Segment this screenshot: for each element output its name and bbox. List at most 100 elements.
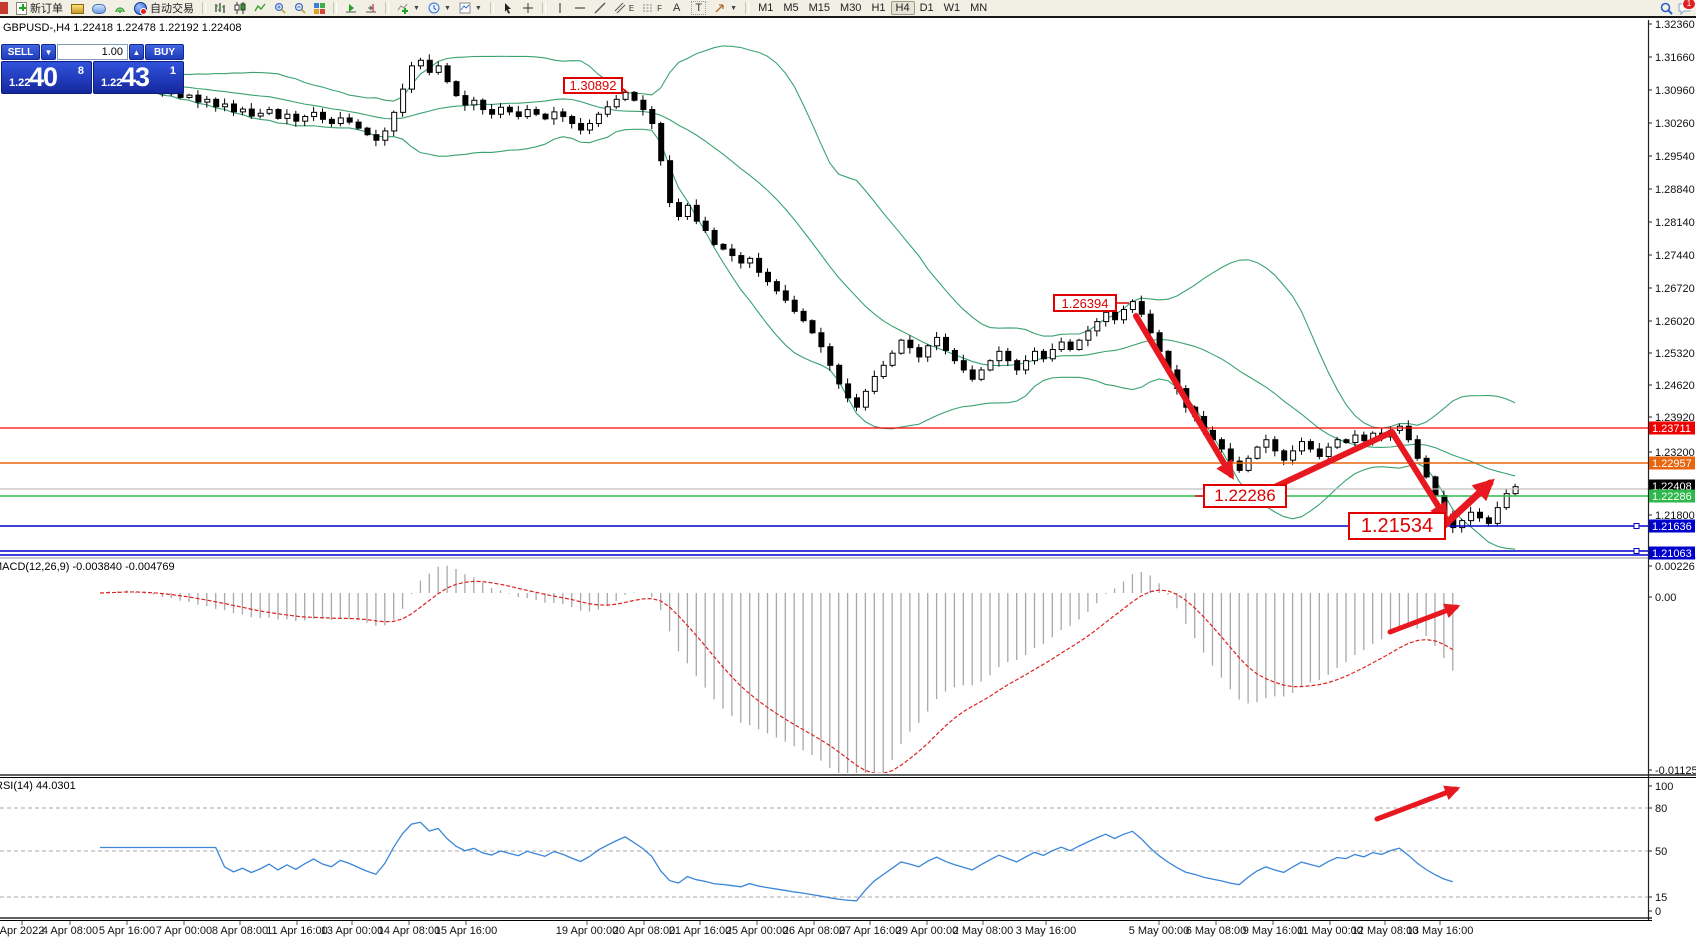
timeframe-mn[interactable]: MN bbox=[970, 2, 988, 14]
indicators-button[interactable]: ▼ bbox=[393, 1, 424, 16]
timeframe-w1[interactable]: W1 bbox=[943, 2, 961, 14]
timeframe-h4[interactable]: H4 bbox=[890, 1, 915, 15]
notifications-button[interactable]: 1 bbox=[1678, 0, 1696, 16]
svg-text:13 Apr 00:00: 13 Apr 00:00 bbox=[321, 925, 383, 937]
macd-header: MACD(12,26,9) -0.003840 -0.004769 bbox=[0, 561, 175, 573]
svg-text:100: 100 bbox=[1655, 781, 1673, 793]
cursor-icon bbox=[502, 2, 514, 14]
svg-text:1.26720: 1.26720 bbox=[1655, 283, 1695, 295]
cloud-icon bbox=[92, 4, 106, 14]
fibonacci-icon bbox=[642, 2, 654, 14]
price-annotation: 1.26394 bbox=[1053, 294, 1117, 312]
svg-text:1.23920: 1.23920 bbox=[1655, 412, 1695, 424]
line-chart-button[interactable] bbox=[250, 1, 270, 16]
svg-text:20 Apr 08:00: 20 Apr 08:00 bbox=[613, 925, 675, 937]
horizontal-line-icon bbox=[574, 2, 586, 14]
chart-ohlc-header: GBPUSD-,H4 1.22418 1.22478 1.22192 1.224… bbox=[3, 22, 242, 34]
market-depth-button[interactable] bbox=[67, 1, 88, 16]
svg-text:1.30260: 1.30260 bbox=[1655, 118, 1695, 130]
timeframe-m5[interactable]: M5 bbox=[783, 2, 799, 14]
svg-text:1.22286: 1.22286 bbox=[1652, 491, 1692, 503]
svg-text:11 Apr 16:00: 11 Apr 16:00 bbox=[266, 925, 328, 937]
timeframe-m1[interactable]: M1 bbox=[758, 2, 774, 14]
buy-price-panel[interactable]: 1.22 43 1 bbox=[93, 61, 184, 94]
svg-text:19 Apr 00:00: 19 Apr 00:00 bbox=[556, 925, 618, 937]
svg-text:1.22957: 1.22957 bbox=[1652, 458, 1692, 470]
text-tool[interactable]: A bbox=[673, 2, 681, 14]
price-annotation: 1.22286 bbox=[1203, 484, 1287, 508]
new-order-icon bbox=[16, 1, 27, 15]
horizontal-line-tool[interactable] bbox=[570, 1, 590, 16]
svg-text:5 May 00:00: 5 May 00:00 bbox=[1129, 925, 1190, 937]
signals-button[interactable] bbox=[110, 1, 130, 16]
timeframe-h1[interactable]: H1 bbox=[871, 2, 886, 14]
autoscroll-icon bbox=[345, 2, 357, 14]
search-icon[interactable] bbox=[1660, 2, 1673, 15]
buy-price-big: 43 bbox=[121, 62, 150, 92]
timeframe-d1[interactable]: D1 bbox=[919, 2, 934, 14]
zoom-out-button[interactable] bbox=[290, 1, 310, 16]
buy-button[interactable]: BUY bbox=[145, 44, 184, 60]
svg-text:11 May 00:00: 11 May 00:00 bbox=[1297, 925, 1363, 937]
svg-text:-0.011252: -0.011252 bbox=[1655, 765, 1696, 777]
volume-down-button[interactable]: ▼ bbox=[41, 44, 56, 60]
svg-text:1.31660: 1.31660 bbox=[1655, 52, 1695, 64]
new-order-button[interactable]: 新订单 bbox=[12, 1, 67, 16]
sell-button[interactable]: SELL bbox=[1, 44, 40, 60]
periods-button[interactable]: ▼ bbox=[424, 1, 455, 16]
cursor-button[interactable] bbox=[498, 1, 518, 16]
chevron-down-icon: ▼ bbox=[413, 4, 420, 12]
toolbar-separator bbox=[489, 2, 494, 14]
channel-icon bbox=[614, 2, 626, 14]
svg-text:4 Apr 08:00: 4 Apr 08:00 bbox=[42, 925, 98, 937]
templates-button[interactable]: ▼ bbox=[455, 1, 486, 16]
trendline-icon bbox=[594, 2, 606, 14]
bar-chart-icon bbox=[214, 2, 226, 14]
fibonacci-tool[interactable]: F bbox=[638, 1, 666, 16]
sell-price-sup: 8 bbox=[77, 65, 84, 77]
svg-text:1.28140: 1.28140 bbox=[1655, 217, 1695, 229]
cloud-button[interactable] bbox=[88, 1, 110, 16]
toolbar-separator bbox=[333, 2, 337, 14]
signal-icon bbox=[114, 2, 126, 14]
candlestick-icon bbox=[234, 2, 246, 14]
sell-price-panel[interactable]: 1.22 40 8 bbox=[1, 61, 92, 94]
chart-shift-button[interactable] bbox=[361, 1, 381, 16]
vertical-line-tool[interactable] bbox=[550, 1, 570, 16]
volume-up-button[interactable]: ▲ bbox=[129, 44, 144, 60]
svg-text:26 Apr 08:00: 26 Apr 08:00 bbox=[783, 925, 845, 937]
volume-input[interactable]: 1.00 bbox=[57, 44, 128, 60]
arrows-tool[interactable]: ▼ bbox=[710, 1, 741, 16]
toolbar-separator bbox=[541, 2, 546, 14]
svg-text:1.23200: 1.23200 bbox=[1655, 447, 1695, 459]
toolbar: 新订单 自动交易 bbox=[0, 0, 1696, 18]
crosshair-icon bbox=[522, 2, 534, 14]
autoscroll-button[interactable] bbox=[341, 1, 361, 16]
line-chart-icon bbox=[254, 2, 266, 14]
autotrading-button[interactable]: 自动交易 bbox=[130, 1, 198, 16]
zoom-out-icon bbox=[294, 2, 306, 14]
svg-text:Apr 2022: Apr 2022 bbox=[0, 925, 44, 937]
timeframe-m30[interactable]: M30 bbox=[840, 2, 862, 14]
toolbar-separator bbox=[385, 2, 389, 14]
svg-text:7 Apr 00:00: 7 Apr 00:00 bbox=[156, 925, 212, 937]
svg-text:1.25320: 1.25320 bbox=[1655, 348, 1695, 360]
bar-chart-button[interactable] bbox=[210, 1, 230, 16]
candlestick-button[interactable] bbox=[230, 1, 250, 16]
chevron-down-icon: ▼ bbox=[730, 4, 738, 12]
one-click-trading-panel: SELL ▼ 1.00 ▲ BUY 1.22 40 8 1.22 43 1 bbox=[1, 44, 184, 94]
text-label-tool[interactable]: T bbox=[687, 1, 710, 16]
svg-text:1.27440: 1.27440 bbox=[1655, 250, 1695, 262]
clock-icon bbox=[428, 2, 440, 14]
crosshair-button[interactable] bbox=[518, 1, 538, 16]
svg-text:15 Apr 16:00: 15 Apr 16:00 bbox=[435, 925, 497, 937]
zoom-in-button[interactable] bbox=[270, 1, 290, 16]
tile-windows-button[interactable] bbox=[310, 1, 329, 16]
trendline-tool[interactable] bbox=[590, 1, 610, 16]
chart-shift-icon bbox=[365, 2, 377, 14]
timeframe-m15[interactable]: M15 bbox=[808, 2, 831, 14]
channel-tool[interactable]: E bbox=[610, 1, 638, 16]
toolbar-separator bbox=[202, 2, 206, 14]
